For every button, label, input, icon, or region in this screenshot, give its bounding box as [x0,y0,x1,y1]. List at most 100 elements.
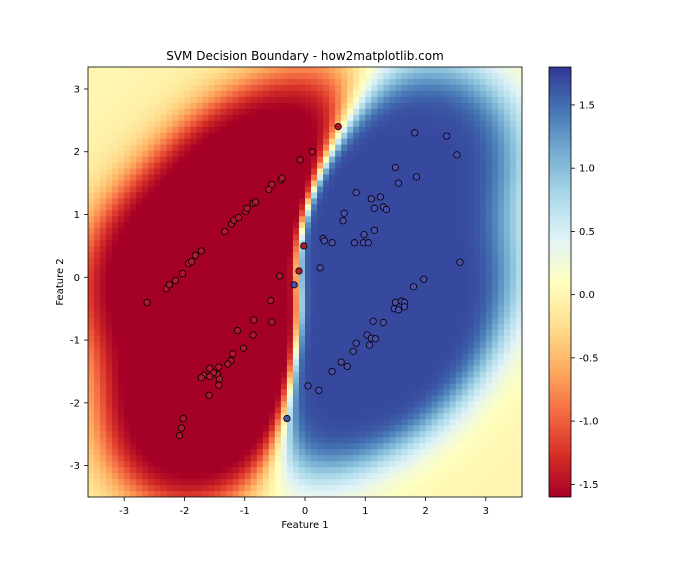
heatmap-cell [311,479,318,486]
heatmap-cell [317,79,324,86]
heatmap-cell [239,378,246,385]
heatmap-cell [426,330,433,337]
heatmap-cell [287,234,294,241]
heatmap-cell [407,139,414,146]
heatmap-cell [299,133,306,140]
heatmap-cell [486,288,493,295]
heatmap-cell [335,115,342,122]
heatmap-cell [154,133,161,140]
heatmap-cell [311,395,318,402]
heatmap-cell [269,455,276,462]
heatmap-cell [329,133,336,140]
heatmap-cell [184,395,191,402]
heatmap-cell [100,151,107,158]
heatmap-cell [414,115,421,122]
heatmap-cell [287,133,294,140]
heatmap-cell [401,252,408,259]
heatmap-cell [486,372,493,379]
heatmap-cell [371,276,378,283]
heatmap-cell [299,467,306,474]
heatmap-cell [172,330,179,337]
heatmap-cell [251,192,258,199]
heatmap-cell [88,282,95,289]
heatmap-cell [486,79,493,86]
heatmap-cell [203,431,210,438]
heatmap-cell [275,360,282,367]
heatmap-cell [239,145,246,152]
heatmap-cell [456,461,463,468]
heatmap-cell [450,216,457,223]
heatmap-cell [414,222,421,229]
heatmap-cell [209,401,216,408]
heatmap-cell [136,282,143,289]
heatmap-cell [486,103,493,110]
heatmap-cell [130,139,137,146]
heatmap-cell [341,324,348,331]
heatmap-cell [389,378,396,385]
heatmap-cell [329,449,336,456]
heatmap-cell [221,390,228,397]
heatmap-cell [359,145,366,152]
heatmap-cell [389,210,396,217]
heatmap-cell [88,270,95,277]
heatmap-cell [88,461,95,468]
heatmap-cell [414,425,421,432]
heatmap-cell [94,288,101,295]
heatmap-cell [389,348,396,355]
heatmap-cell [480,384,487,391]
heatmap-cell [263,198,270,205]
heatmap-cell [154,449,161,456]
heatmap-cell [480,79,487,86]
heatmap-cell [233,121,240,128]
heatmap-cell [347,437,354,444]
heatmap-cell [353,228,360,235]
heatmap-cell [166,401,173,408]
heatmap-cell [420,204,427,211]
heatmap-cell [124,204,131,211]
heatmap-cell [317,186,324,193]
heatmap-cell [480,145,487,152]
heatmap-cell [88,425,95,432]
heatmap-cell [287,437,294,444]
heatmap-cell [209,270,216,277]
heatmap-cell [172,145,179,152]
heatmap-cell [245,163,252,170]
heatmap-cell [251,264,258,271]
heatmap-cell [209,133,216,140]
heatmap-cell [305,443,312,450]
heatmap-cell [106,425,113,432]
heatmap-cell [377,282,384,289]
heatmap-cell [414,97,421,104]
heatmap-cell [263,169,270,176]
heatmap-cell [233,485,240,492]
heatmap-cell [432,312,439,319]
heatmap-cell [209,330,216,337]
heatmap-cell [420,360,427,367]
heatmap-cell [299,318,306,325]
heatmap-cell [269,425,276,432]
heatmap-cell [142,395,149,402]
heatmap-cell [401,384,408,391]
heatmap-cell [474,228,481,235]
heatmap-cell [227,103,234,110]
heatmap-cell [251,479,258,486]
heatmap-cell [456,79,463,86]
heatmap-cell [100,288,107,295]
heatmap-cell [178,139,185,146]
heatmap-cell [353,443,360,450]
heatmap-cell [365,97,372,104]
heatmap-cell [178,336,185,343]
heatmap-cell [221,246,228,253]
heatmap-cell [389,246,396,253]
heatmap-cell [377,276,384,283]
heatmap-cell [209,127,216,134]
heatmap-cell [438,109,445,116]
heatmap-cell [383,473,390,480]
heatmap-cell [293,413,300,420]
heatmap-cell [468,312,475,319]
heatmap-cell [317,425,324,432]
heatmap-cell [401,348,408,355]
heatmap-cell [462,240,469,247]
heatmap-cell [281,485,288,492]
